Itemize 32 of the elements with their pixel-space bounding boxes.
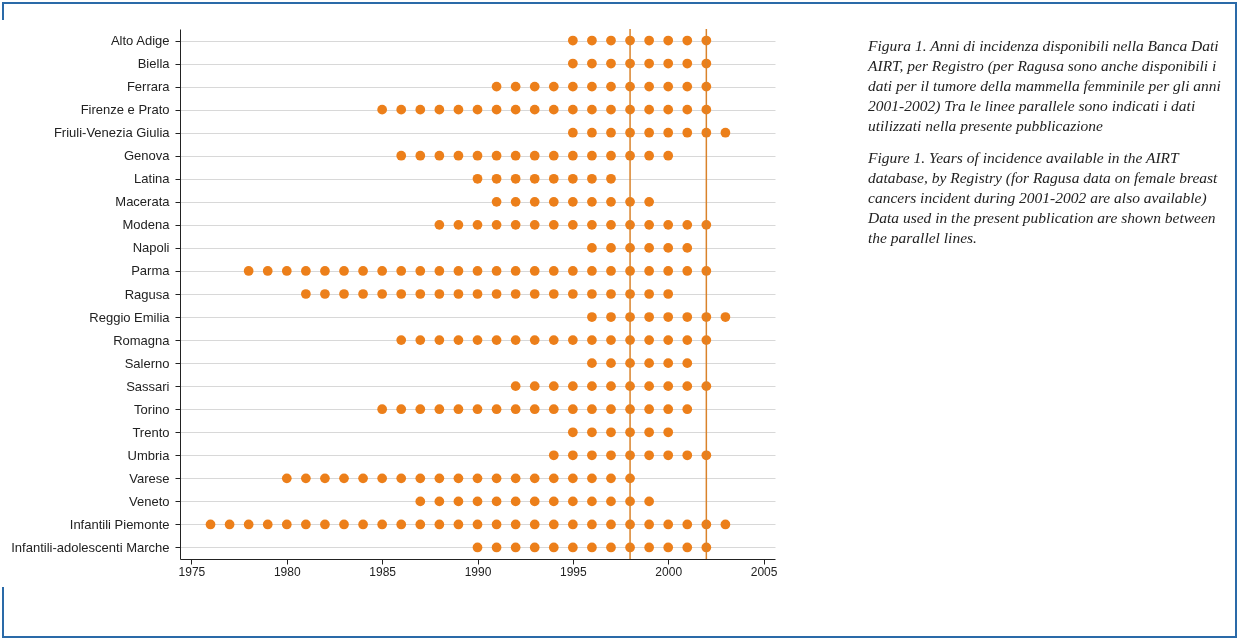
- y-tick-label: Biella: [137, 56, 171, 72]
- y-tick-label: Romagna: [113, 332, 171, 348]
- y-tick-label: Napoli: [132, 240, 170, 256]
- y-tick-label: Infantili Piemonte: [69, 516, 170, 532]
- x-tick-label: 1985: [369, 564, 397, 579]
- x-tick-label: 1995: [560, 564, 588, 579]
- y-tick-label: Salerno: [124, 355, 170, 371]
- y-tick-label: Alto Adige: [110, 33, 170, 49]
- text: Figura 1. Anni di incidenza disponibili nella Banca Dati AIRT, per Registro (per Ragusa sono anche disponibili i dati per il tumore della mammella femminile per gli anni 2001-2002) Tra le linee parallele sono indicati i dati utilizzati nella presente pubblicazione: [868, 36, 1222, 136]
- y-tick-label: Trento: [132, 424, 170, 440]
- y-tick-label: Infantili-adolescenti Marche: [11, 539, 170, 555]
- x-tick-label: 1990: [464, 564, 492, 579]
- x-tick-label: 2005: [750, 564, 778, 579]
- y-tick-label: Ragusa: [124, 286, 171, 302]
- y-tick-label: Umbria: [127, 447, 171, 463]
- y-tick-label: Sassari: [126, 378, 170, 394]
- y-tick-label: Genova: [123, 148, 171, 164]
- y-tick-label: Parma: [131, 263, 171, 279]
- y-tick-label: Varese: [129, 470, 170, 486]
- y-tick-label: Firenze e Prato: [80, 102, 170, 118]
- x-tick-label: 1975: [178, 564, 206, 579]
- y-tick-label: Latina: [134, 171, 171, 187]
- y-tick-label: Torino: [134, 401, 170, 417]
- y-tick-label: Friuli-Venezia Giulia: [53, 125, 171, 141]
- x-tick-label: 1980: [273, 564, 301, 579]
- y-tick-label: Modena: [122, 217, 171, 233]
- y-tick-label: Macerata: [115, 194, 171, 210]
- caption: Figure 1. Years of incidence available in the AIRT database, by Registry (for Ragusa data on female breast cancers incident during 2001-2002 are also available) Data used in the present publication are shown between the parallel lines.: [868, 148, 1219, 248]
- y-tick-label: Veneto: [129, 493, 170, 509]
- y-tick-label: Ferrara: [126, 79, 171, 95]
- x-tick-label: 2000: [655, 564, 683, 579]
- y-tick-label: Reggio Emilia: [89, 309, 171, 325]
